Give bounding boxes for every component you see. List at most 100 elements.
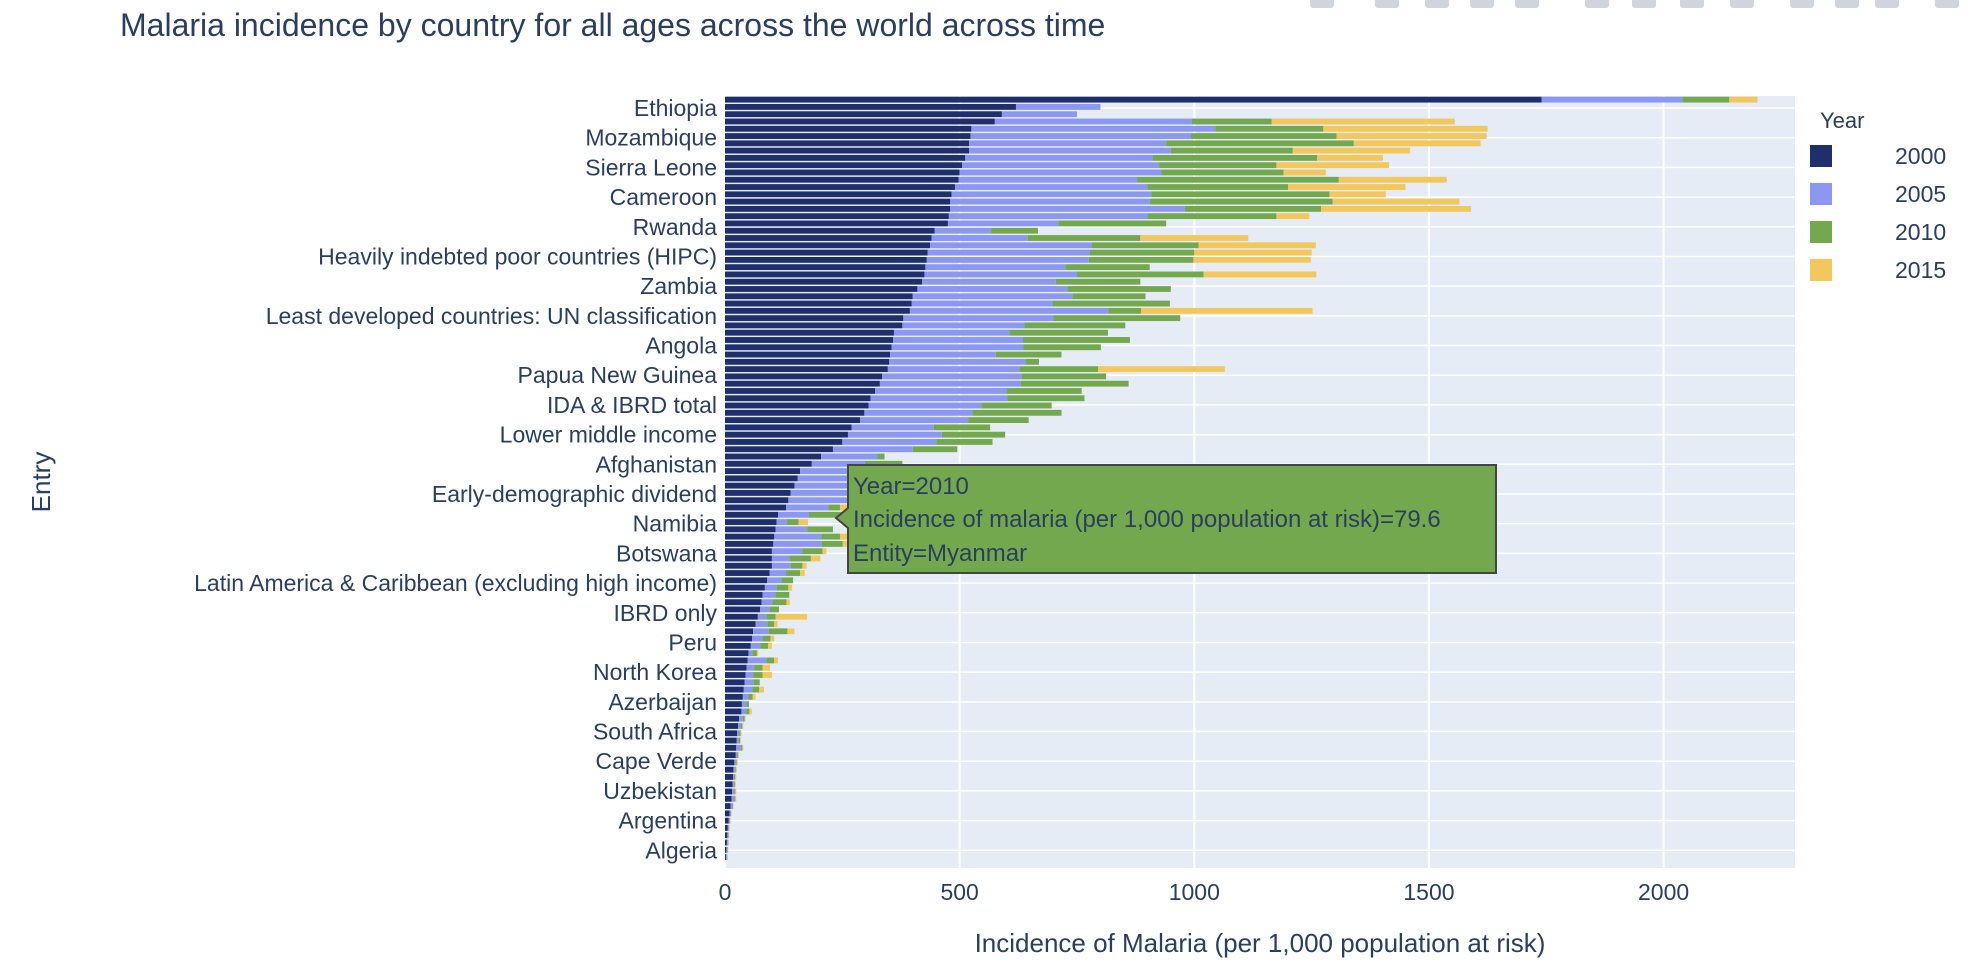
bar-segment-2010[interactable] [726,854,728,860]
bar-segment-2005[interactable] [750,642,761,649]
bar-segment-2000[interactable] [725,227,935,234]
plotly-logo-icon[interactable] [1935,0,1959,8]
bar-segment-2000[interactable] [725,854,726,860]
bar-segment-2005[interactable] [771,548,803,555]
bar-segment-2005[interactable] [739,715,743,722]
bar-segment-2000[interactable] [725,439,843,445]
bar-segment-2005[interactable] [930,242,1092,249]
bar-segment-2005[interactable] [847,431,942,438]
bar-segment-2000[interactable] [725,249,928,256]
bar-segment-2010[interactable] [748,693,753,700]
bar-segment-2010[interactable] [968,417,1029,424]
bar-segment-2015[interactable] [1283,169,1326,176]
bar-segment-2015[interactable] [738,752,740,759]
bar-segment-2010[interactable] [732,803,734,810]
bar-segment-2000[interactable] [725,213,949,220]
bar-segment-2000[interactable] [725,803,731,810]
bar-segment-2010[interactable] [766,657,775,664]
bar-segment-2000[interactable] [725,628,754,635]
bar-segment-2010[interactable] [991,227,1039,234]
bar-segment-2000[interactable] [725,730,738,737]
bar-segment-2010[interactable] [766,613,776,620]
autoscale-icon[interactable] [1680,0,1704,8]
bar-segment-2000[interactable] [725,154,966,161]
bar-segment-2010[interactable] [877,453,885,460]
bar-segment-2005[interactable] [775,526,808,533]
bar-segment-2015[interactable] [734,781,736,788]
bar-segment-2000[interactable] [725,490,791,496]
bar-segment-2015[interactable] [1336,133,1487,139]
bar-segment-2010[interactable] [1161,169,1284,176]
bar-segment-2005[interactable] [757,613,767,620]
bar-segment-2000[interactable] [725,300,912,307]
bar-segment-2015[interactable] [1098,366,1225,373]
bar-segment-2010[interactable] [809,511,846,518]
bar-segment-2000[interactable] [725,577,768,584]
bar-segment-2000[interactable] [725,621,756,627]
bar-segment-2010[interactable] [733,781,735,788]
bar-segment-2010[interactable] [933,424,991,431]
zoom-in-icon[interactable] [1585,0,1609,8]
bar-segment-2000[interactable] [725,723,739,729]
bar-segment-2005[interactable] [911,300,1053,307]
bar-segment-2015[interactable] [1288,184,1406,190]
bar-segment-2000[interactable] [725,846,727,853]
bar-segment-2000[interactable] [725,133,971,139]
bar-segment-2010[interactable] [1191,133,1337,139]
bar-segment-2000[interactable] [725,737,737,744]
bar-segment-2015[interactable] [1321,205,1472,212]
bar-segment-2005[interactable] [736,744,741,751]
bar-segment-2010[interactable] [1021,373,1107,380]
bar-segment-2005[interactable] [741,701,747,708]
bar-segment-2000[interactable] [725,744,737,751]
bar-segment-2005[interactable] [1015,104,1101,110]
bar-segment-2005[interactable] [842,439,937,445]
bar-segment-2015[interactable] [822,548,827,555]
bar-segment-2005[interactable] [725,854,727,860]
bar-segment-2015[interactable] [735,788,737,795]
bar-segment-2010[interactable] [739,730,741,737]
bar-segment-2010[interactable] [1007,395,1085,402]
bar-segment-2005[interactable] [948,213,1148,220]
bar-segment-2010[interactable] [1020,380,1129,387]
bar-segment-2000[interactable] [725,526,776,533]
bar-segment-2010[interactable] [734,788,736,795]
bar-segment-2005[interactable] [868,402,982,409]
zoom-icon[interactable] [1375,0,1399,8]
bar-segment-2005[interactable] [745,672,754,678]
bar-segment-2015[interactable] [775,613,808,620]
bar-segment-2010[interactable] [1147,213,1277,220]
bar-segment-2010[interactable] [1153,154,1318,161]
bar-segment-2010[interactable] [1053,315,1181,322]
bar-segment-2005[interactable] [778,511,810,518]
bar-segment-2000[interactable] [725,599,762,606]
legend-label[interactable]: 2010 [1895,219,1946,245]
bar-segment-2005[interactable] [1001,111,1077,118]
bar-segment-2010[interactable] [752,686,760,693]
bar-segment-2005[interactable] [926,256,1089,263]
bar-segment-2010[interactable] [737,752,739,759]
bar-segment-2010[interactable] [1151,191,1330,198]
bar-segment-2000[interactable] [725,184,955,190]
bar-segment-2005[interactable] [951,191,1152,198]
bar-segment-2015[interactable] [802,562,807,569]
bar-segment-2010[interactable] [1076,271,1204,278]
bar-segment-2010[interactable] [1166,140,1354,147]
bar-segment-2000[interactable] [725,475,798,482]
bar-segment-2000[interactable] [725,613,758,620]
bar-segment-2005[interactable] [882,373,1022,380]
bar-segment-2015[interactable] [1329,191,1386,198]
bar-segment-2000[interactable] [725,497,789,504]
bar-segment-2010[interactable] [1682,96,1730,103]
bar-segment-2000[interactable] [725,169,960,176]
bar-segment-2000[interactable] [725,315,904,322]
bar-segment-2000[interactable] [725,584,765,591]
bar-segment-2015[interactable] [810,555,821,562]
bar-segment-2005[interactable] [891,344,1024,351]
bar-segment-2000[interactable] [725,810,730,817]
bar-segment-2000[interactable] [725,708,742,715]
bar-segment-2005[interactable] [969,140,1167,147]
bar-segment-2000[interactable] [725,322,903,329]
bar-segment-2005[interactable] [903,315,1054,322]
bar-segment-2005[interactable] [726,839,728,846]
